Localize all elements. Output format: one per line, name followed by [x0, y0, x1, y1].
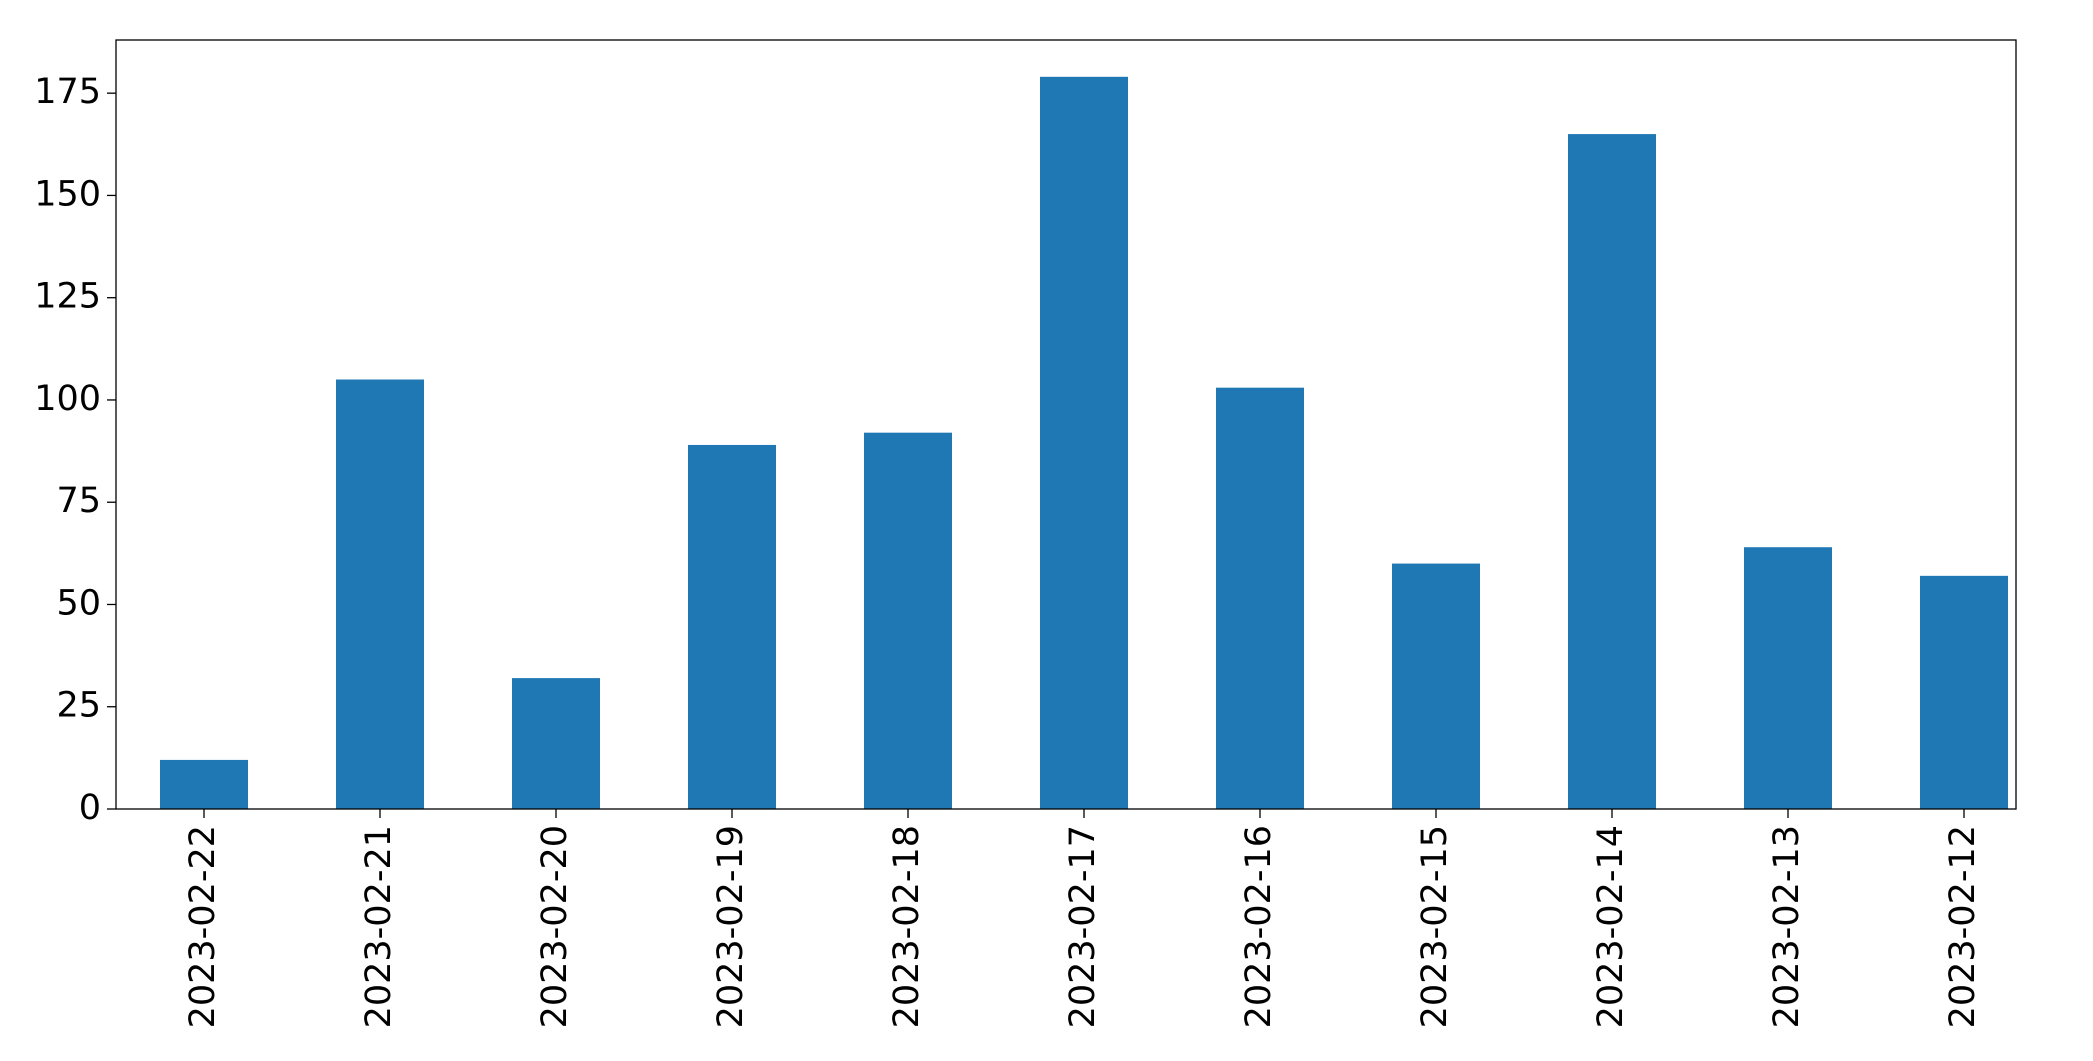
x-tick-label: 2023-02-12 [1943, 825, 1983, 1028]
y-tick-label: 25 [56, 686, 101, 726]
x-tick-label: 2023-02-13 [1767, 825, 1807, 1028]
x-tick-label: 2023-02-17 [1063, 825, 1103, 1028]
x-tick-label: 2023-02-19 [711, 825, 751, 1028]
bar [1568, 134, 1656, 810]
bar [1744, 547, 1832, 809]
bar [512, 678, 600, 809]
x-tick-label: 2023-02-21 [359, 825, 399, 1028]
bar [160, 759, 248, 809]
bar [1920, 575, 2008, 809]
bar [1392, 563, 1480, 809]
y-tick-label: 175 [34, 72, 101, 112]
bar [336, 379, 424, 809]
x-tick-label: 2023-02-15 [1415, 825, 1455, 1028]
y-tick-label: 0 [79, 788, 101, 828]
bar [1216, 387, 1304, 809]
x-tick-label: 2023-02-14 [1591, 825, 1631, 1028]
y-tick-label: 100 [34, 379, 101, 419]
y-tick-label: 125 [34, 277, 101, 317]
y-tick-label: 150 [34, 174, 101, 214]
y-tick-label: 75 [56, 481, 101, 521]
x-tick-label: 2023-02-20 [535, 825, 575, 1028]
y-tick-label: 50 [56, 583, 101, 623]
bar [1040, 76, 1128, 809]
bar [688, 444, 776, 809]
plot-frame [115, 39, 2017, 810]
x-tick-label: 2023-02-18 [887, 825, 927, 1028]
x-tick-label: 2023-02-16 [1239, 825, 1279, 1028]
x-tick-label: 2023-02-22 [183, 825, 223, 1028]
bar [864, 432, 952, 809]
